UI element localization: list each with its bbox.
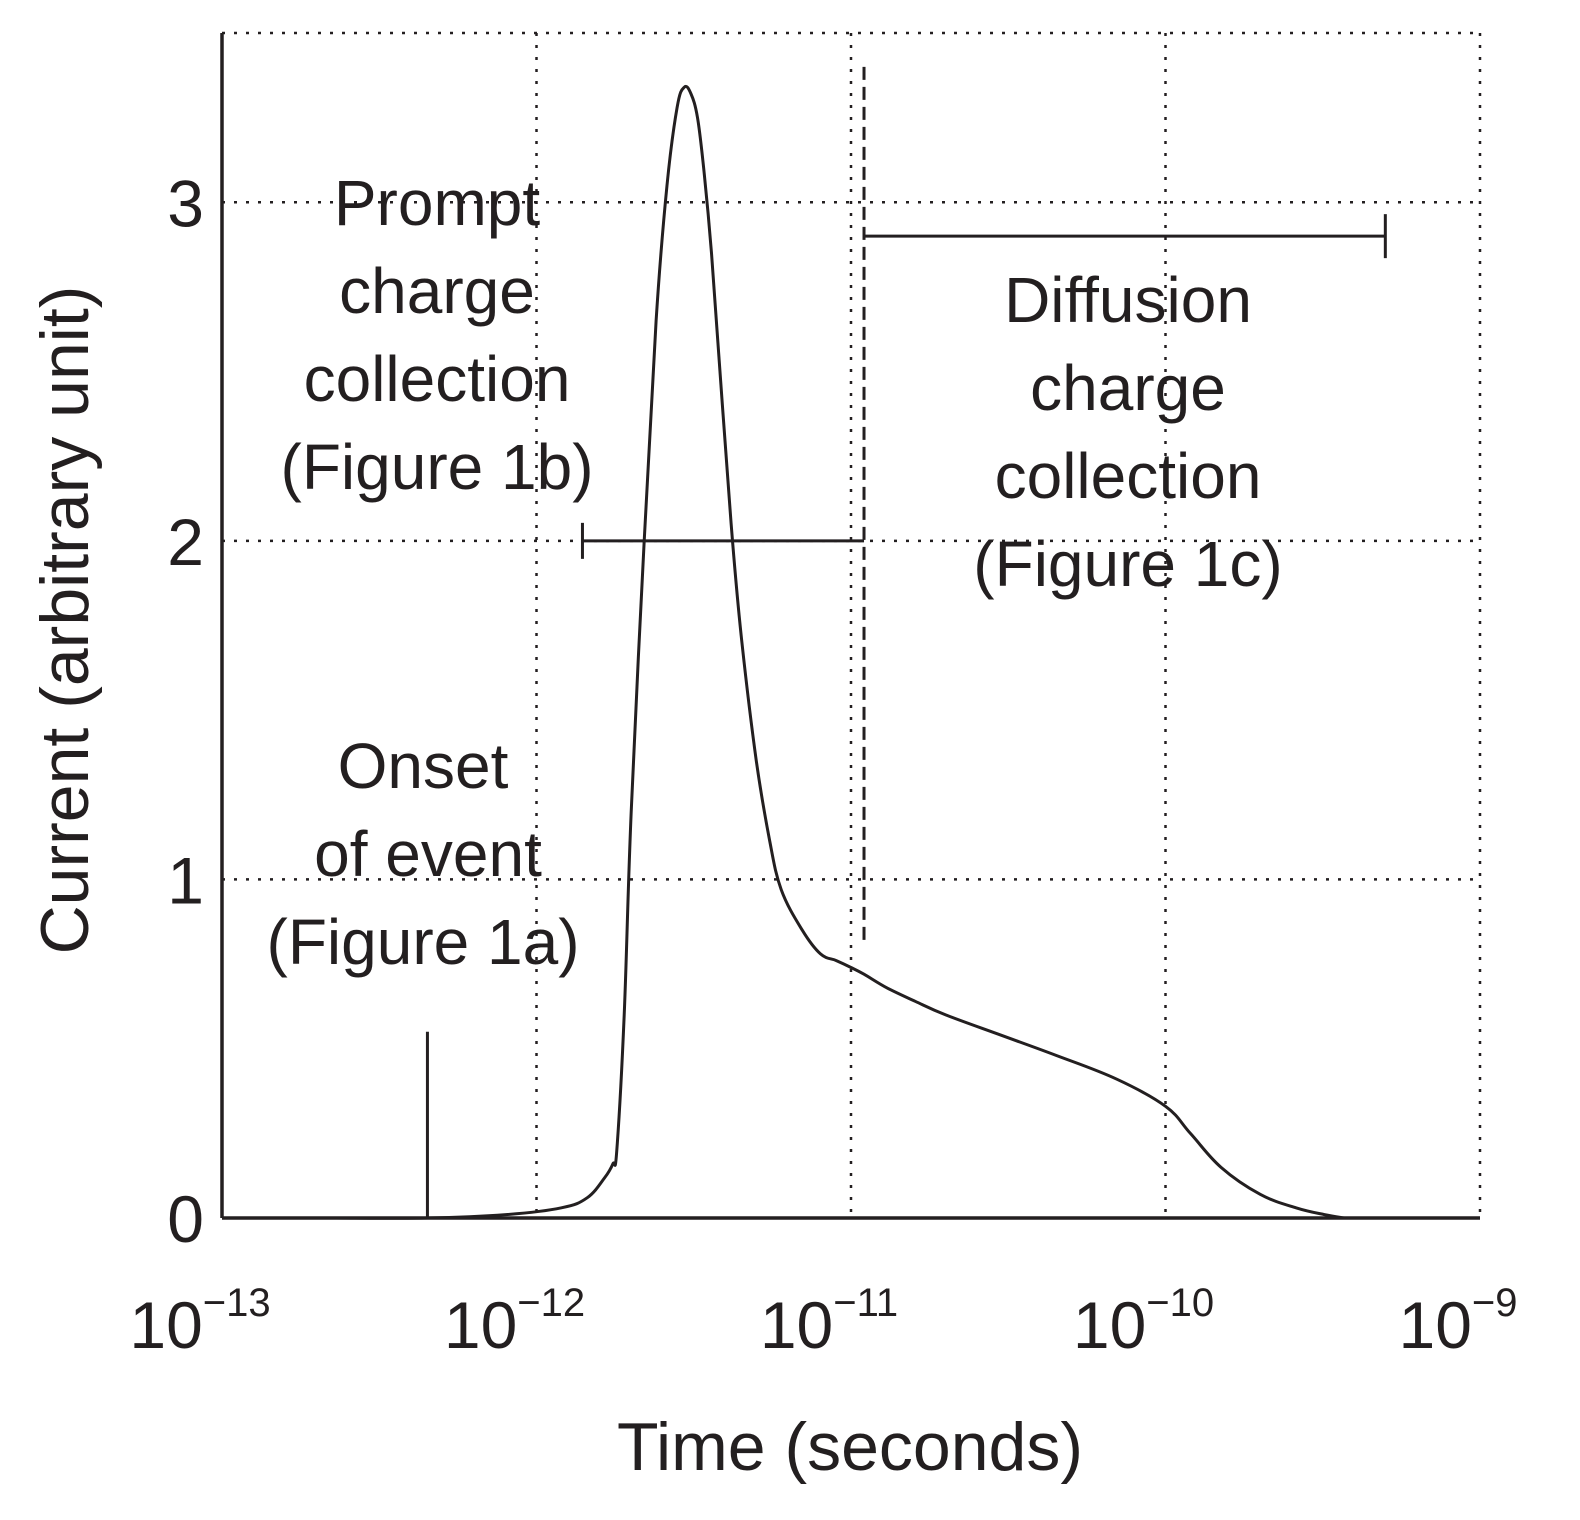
annotation-diffusion-text: Diffusion charge collection (Figure 1c) [973, 264, 1282, 600]
tick-labels: 10−13 10−12 10−11 10−10 10−9 0 1 2 3 [129, 166, 1517, 1362]
annotation-onset-text: Onset of event (Figure 1a) [267, 730, 580, 978]
annotation-onset-line-3: (Figure 1a) [267, 906, 580, 978]
annotation-diffusion-line-3: collection [995, 440, 1262, 512]
annotation-prompt-line-2: charge [339, 255, 535, 327]
x-tick-label: 10−13 [129, 1281, 270, 1362]
y-tick-label: 3 [167, 166, 204, 240]
y-tick-label: 0 [167, 1182, 204, 1256]
axes-frame [220, 33, 1480, 1220]
annotation-onset-line-1: Onset [338, 730, 509, 802]
annotation-diffusion-line-1: Diffusion [1004, 264, 1252, 336]
annotation-diffusion-line-4: (Figure 1c) [973, 528, 1282, 600]
annotation-prompt-line-3: collection [304, 343, 571, 415]
annotation-marks [425, 66, 1387, 1218]
annotation-prompt-line-1: Prompt [334, 167, 541, 239]
y-tick-label: 1 [167, 843, 204, 917]
y-axis-label: Current (arbitrary unit) [27, 286, 103, 955]
x-tick-label: 10−9 [1398, 1281, 1517, 1362]
annotation-diffusion-line-2: charge [1030, 352, 1226, 424]
x-tick-label: 10−11 [760, 1281, 898, 1362]
x-tick-label: 10−10 [1073, 1281, 1214, 1362]
annotation-prompt-line-4: (Figure 1b) [281, 431, 594, 503]
annotation-prompt-text: Prompt charge collection (Figure 1b) [281, 167, 594, 503]
y-tick-label: 2 [167, 505, 204, 579]
series-line-current [335, 84, 1345, 1220]
x-axis-label: Time (seconds) [617, 1409, 1083, 1485]
x-tick-label: 10−12 [444, 1281, 585, 1362]
annotation-onset-line-2: of event [314, 818, 542, 890]
